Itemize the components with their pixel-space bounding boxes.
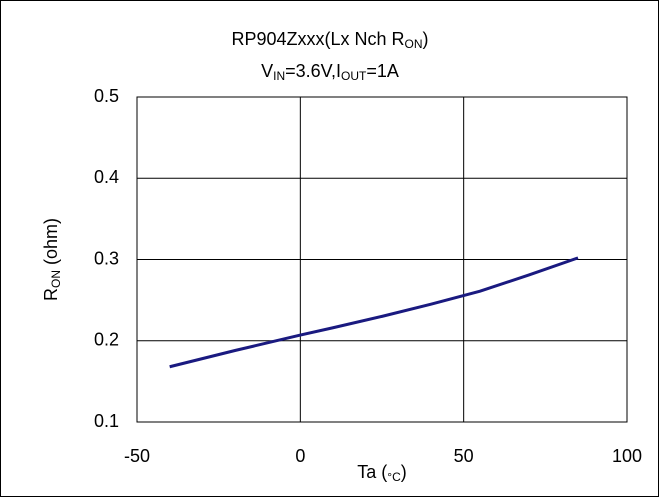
chart-subtitle-part: IN xyxy=(273,69,285,83)
y-tick-label: 0.5 xyxy=(94,86,119,106)
x-tick-label: -50 xyxy=(124,446,150,466)
chart-subtitle-part: =3.6V,I xyxy=(285,61,341,81)
y-axis-label-part: ON xyxy=(49,270,63,288)
chart-title-part: RP904Zxxx(Lx Nch R xyxy=(231,29,404,49)
x-tick-label: 100 xyxy=(612,446,642,466)
x-axis-label-part: °C xyxy=(387,470,401,484)
y-tick-label: 0.1 xyxy=(94,411,119,431)
x-axis-label: Ta (°C) xyxy=(357,462,406,484)
chart-title: RP904Zxxx(Lx Nch RON) xyxy=(231,29,428,51)
y-axis-label: RON (ohm) xyxy=(41,218,63,301)
y-tick-label: 0.4 xyxy=(94,167,119,187)
chart-title-part: ) xyxy=(423,29,429,49)
y-tick-label: 0.2 xyxy=(94,330,119,350)
x-axis-label-part: ) xyxy=(401,462,407,482)
x-tick-label: 50 xyxy=(454,446,474,466)
x-tick-label: 0 xyxy=(295,446,305,466)
chart-subtitle-part: =1A xyxy=(366,61,399,81)
chart-subtitle: VIN=3.6V,IOUT=1A xyxy=(261,61,399,83)
y-axis-label-part: (ohm) xyxy=(41,218,61,270)
chart-subtitle-part: V xyxy=(261,61,273,81)
x-axis-label-part: Ta ( xyxy=(357,462,387,482)
y-tick-label: 0.3 xyxy=(94,248,119,268)
chart-title-part: ON xyxy=(405,37,423,51)
y-axis-label-part: R xyxy=(41,288,61,301)
chart-subtitle-part: OUT xyxy=(341,69,367,83)
data-line xyxy=(169,256,579,369)
